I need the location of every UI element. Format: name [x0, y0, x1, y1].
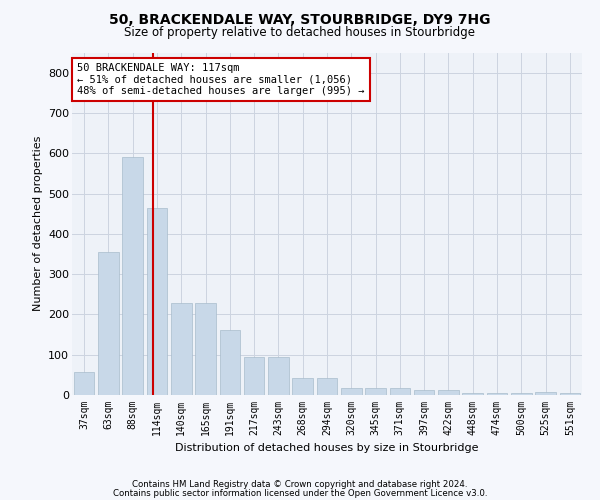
Text: Contains public sector information licensed under the Open Government Licence v3: Contains public sector information licen…	[113, 489, 487, 498]
Bar	[268, 356, 289, 395]
Text: 50 BRACKENDALE WAY: 117sqm
← 51% of detached houses are smaller (1,056)
48% of s: 50 BRACKENDALE WAY: 117sqm ← 51% of deta…	[77, 63, 365, 96]
Bar	[341, 388, 362, 395]
Bar	[98, 252, 119, 395]
Bar	[317, 378, 337, 395]
Bar	[220, 330, 240, 395]
Bar	[511, 393, 532, 395]
Bar	[389, 388, 410, 395]
Y-axis label: Number of detached properties: Number of detached properties	[32, 136, 43, 312]
Bar	[365, 388, 386, 395]
Bar	[146, 208, 167, 395]
Text: 50, BRACKENDALE WAY, STOURBRIDGE, DY9 7HG: 50, BRACKENDALE WAY, STOURBRIDGE, DY9 7H…	[109, 12, 491, 26]
Bar	[122, 158, 143, 395]
Bar	[487, 393, 508, 395]
Bar	[463, 393, 483, 395]
Text: Contains HM Land Registry data © Crown copyright and database right 2024.: Contains HM Land Registry data © Crown c…	[132, 480, 468, 489]
Bar	[438, 390, 459, 395]
Text: Size of property relative to detached houses in Stourbridge: Size of property relative to detached ho…	[125, 26, 476, 39]
Bar	[74, 372, 94, 395]
Bar	[535, 392, 556, 395]
Bar	[560, 393, 580, 395]
Bar	[195, 303, 216, 395]
Bar	[244, 356, 265, 395]
X-axis label: Distribution of detached houses by size in Stourbridge: Distribution of detached houses by size …	[175, 444, 479, 454]
Bar	[292, 378, 313, 395]
Bar	[171, 303, 191, 395]
Bar	[414, 390, 434, 395]
